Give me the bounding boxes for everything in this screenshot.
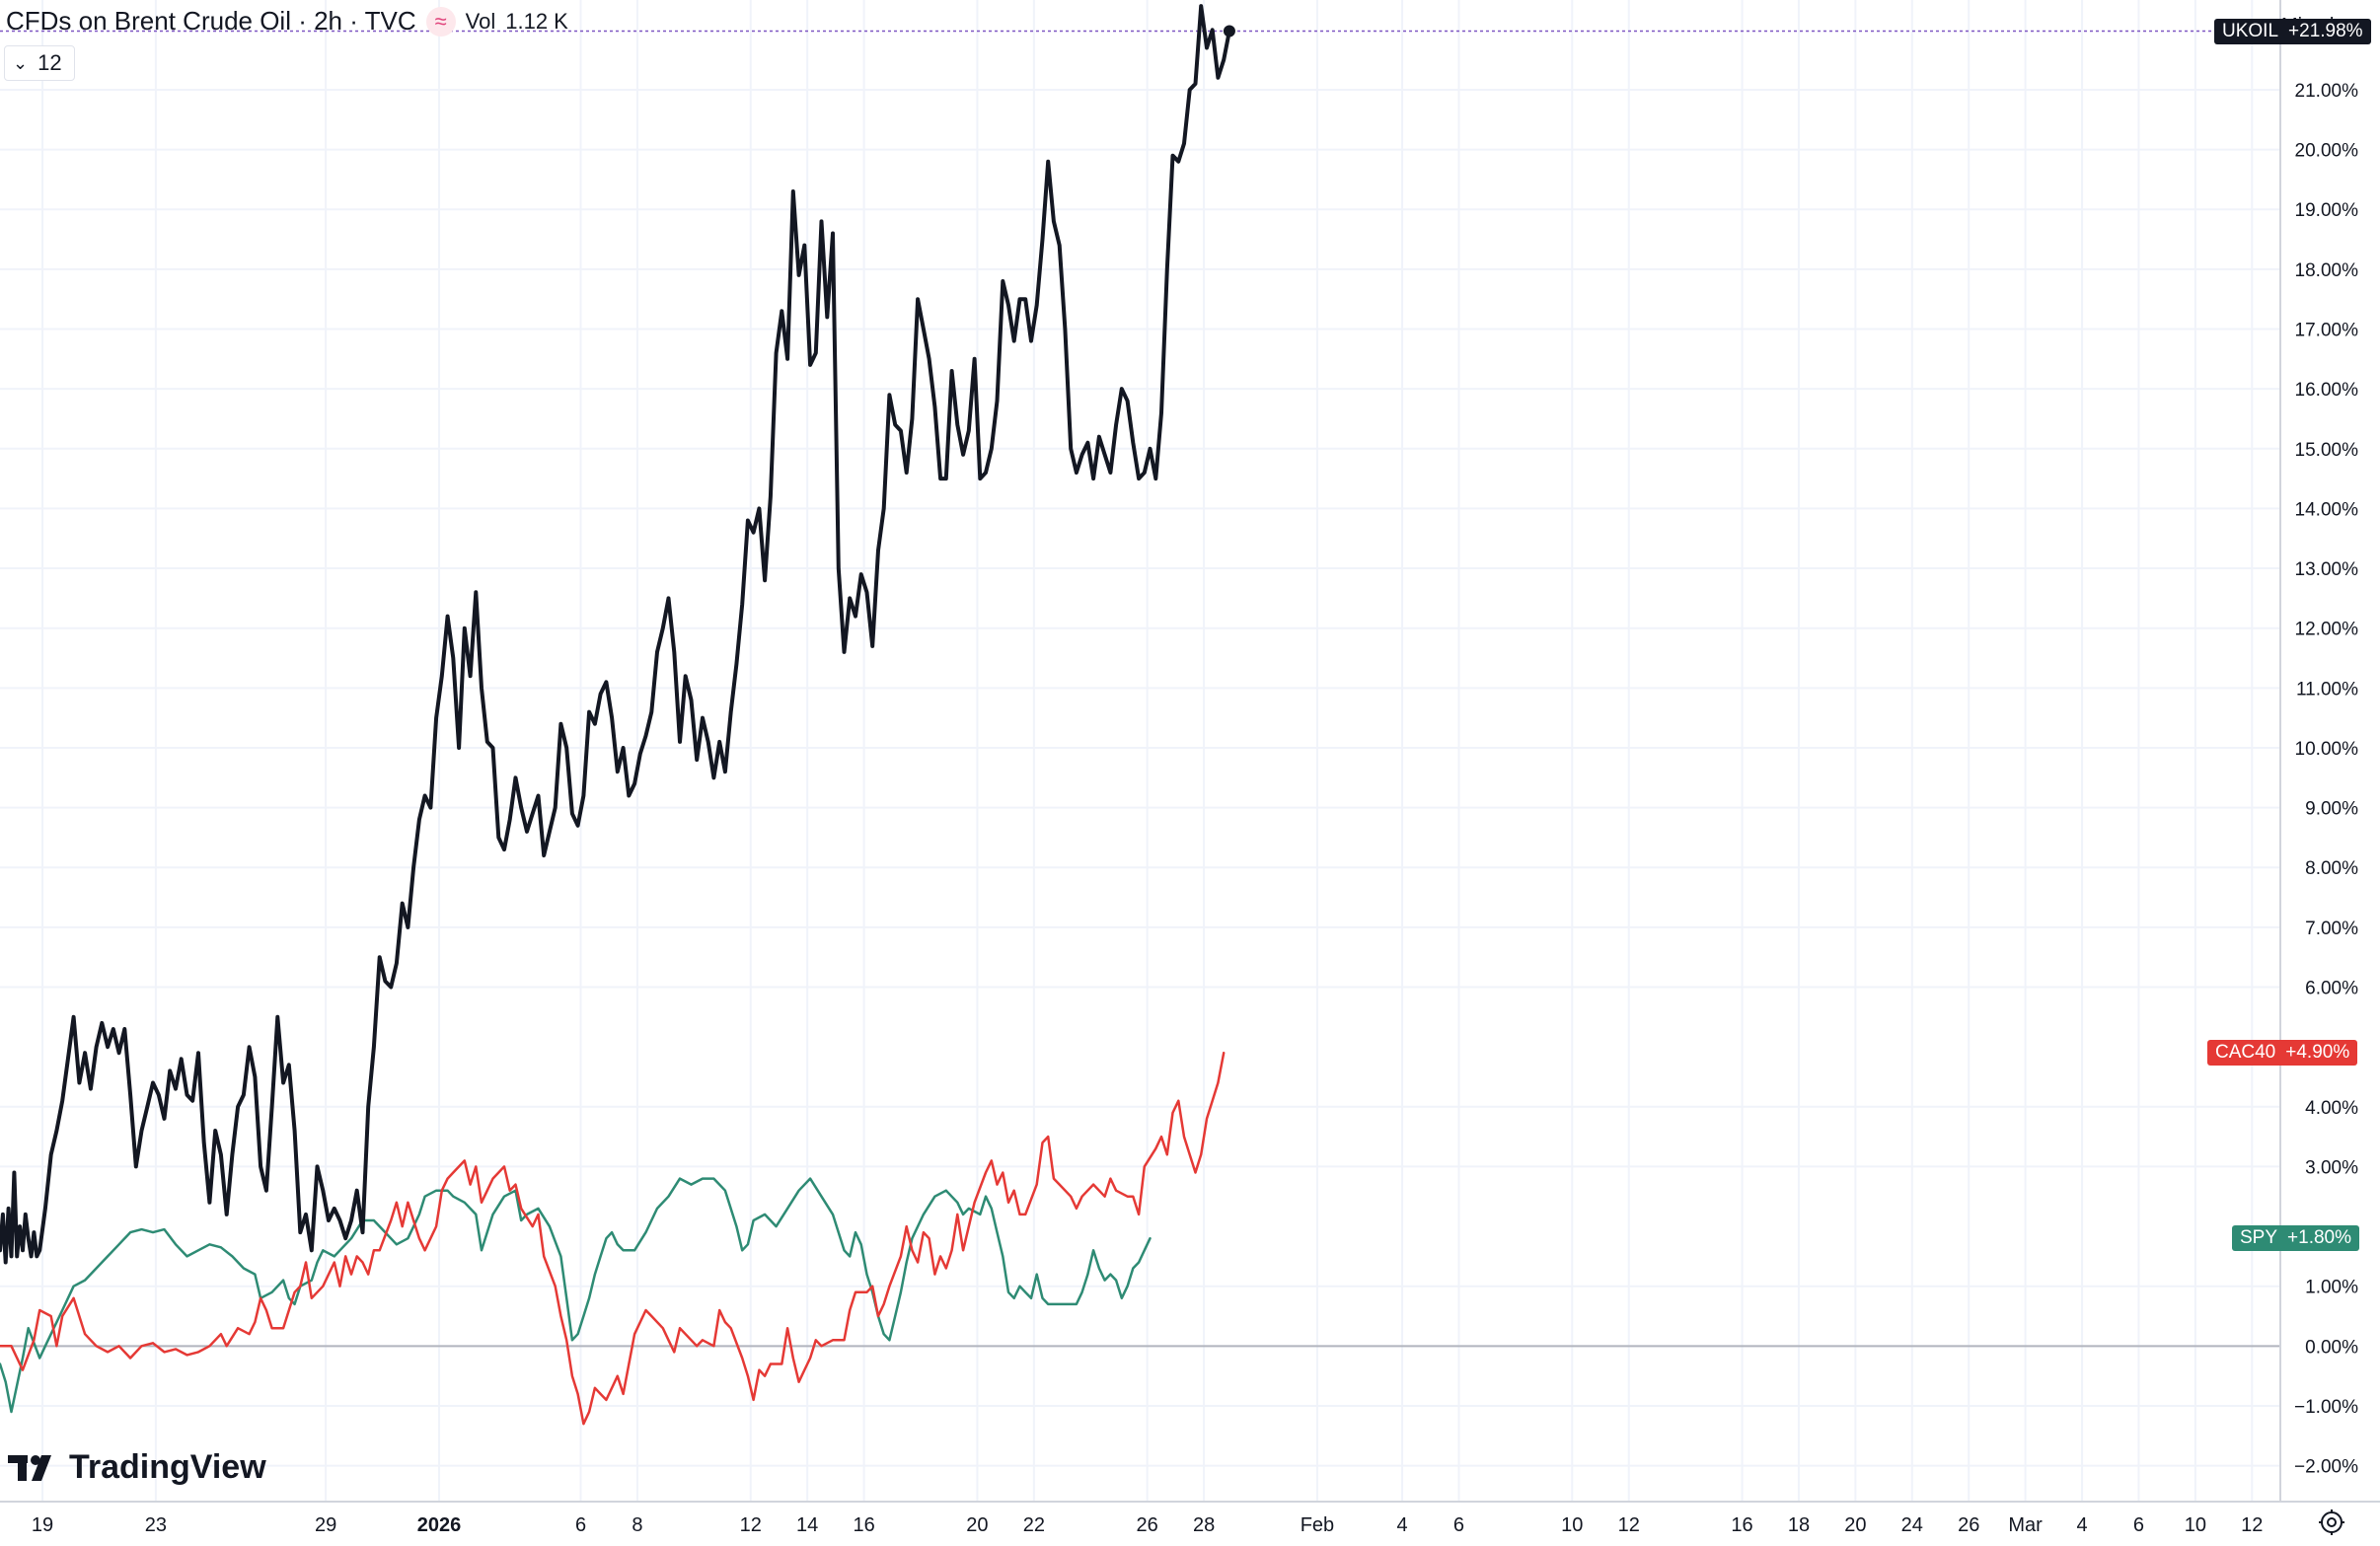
- spy-badge-value: +1.80%: [2287, 1227, 2352, 1249]
- spy-last-badge: SPY +1.80%: [2232, 1225, 2360, 1252]
- x-tick-label: 19: [32, 1514, 53, 1536]
- x-tick-label: 29: [315, 1514, 336, 1536]
- y-tick-label: 14.00%: [2295, 499, 2359, 520]
- x-tick-label: 12: [2241, 1514, 2263, 1536]
- interval-value: 12: [37, 50, 62, 75]
- y-tick-label: 21.00%: [2295, 81, 2359, 102]
- x-tick-label: 8: [632, 1514, 642, 1536]
- x-tick-label: 4: [1396, 1514, 1407, 1536]
- cac40-badge-name: CAC40: [2215, 1042, 2276, 1064]
- settings-icon[interactable]: [2317, 1508, 2346, 1537]
- y-tick-label: 9.00%: [2305, 799, 2358, 820]
- volume-value: 1.12 K: [505, 8, 568, 34]
- y-tick-label: 4.00%: [2305, 1098, 2358, 1119]
- x-tick-label: 18: [1788, 1514, 1810, 1536]
- x-tick-label: 24: [1901, 1514, 1923, 1536]
- x-tick-label: 6: [1453, 1514, 1464, 1536]
- y-tick-label: 17.00%: [2295, 321, 2359, 341]
- tradingview-logo[interactable]: TradingView: [8, 1448, 266, 1487]
- x-tick-layer: 19 23 29 2026 6 8 12 14 16 20 22 26 28 Feb 4 6 10 12 16 18 2…: [32, 1514, 2263, 1536]
- tradingview-logo-text: TradingView: [69, 1448, 266, 1486]
- ukoil-last-badge: UKOIL +21.98%: [2214, 18, 2371, 44]
- x-tick-label: 4: [2076, 1514, 2087, 1536]
- y-tick-label: 11.00%: [2296, 679, 2358, 699]
- x-tick-label: 2026: [417, 1514, 462, 1536]
- x-tick-label: 20: [966, 1514, 988, 1536]
- y-tick-label: −1.00%: [2294, 1397, 2358, 1418]
- y-tick-label: 15.00%: [2295, 440, 2359, 461]
- volume-label: Vol: [465, 8, 496, 34]
- series-layer: [0, 4, 1235, 1426]
- symbol-header[interactable]: CFDs on Brent Crude Oil · 2h · TVC ≈ Vol…: [6, 6, 568, 37]
- x-tick-label: Feb: [1301, 1514, 1334, 1536]
- y-tick-label: 20.00%: [2295, 141, 2359, 162]
- x-tick-label: 6: [2133, 1514, 2144, 1536]
- y-tick-label: 8.00%: [2305, 858, 2358, 879]
- cac40-series-line[interactable]: [0, 1051, 1226, 1426]
- x-tick-label: 12: [740, 1514, 762, 1536]
- y-tick-label: 1.00%: [2305, 1278, 2358, 1298]
- x-tick-label: 23: [145, 1514, 167, 1536]
- y-tick-label: 3.00%: [2305, 1157, 2358, 1178]
- y-tick-layer: 21.00% 20.00% 19.00% 18.00% 17.00% 16.00% 15.0…: [2294, 81, 2358, 1478]
- ukoil-badge-value: +21.98%: [2288, 20, 2363, 41]
- x-tick-label: 10: [1561, 1514, 1583, 1536]
- x-tick-label: 26: [1137, 1514, 1158, 1536]
- y-tick-label: 19.00%: [2295, 200, 2359, 221]
- y-tick-label: 10.00%: [2295, 739, 2359, 760]
- tradingview-logo-icon: [8, 1454, 51, 1481]
- y-tick-label: 18.00%: [2295, 260, 2359, 281]
- x-tick-label: 22: [1023, 1514, 1045, 1536]
- y-tick-label: −2.00%: [2294, 1457, 2358, 1478]
- y-tick-label: 7.00%: [2305, 919, 2358, 939]
- x-tick-label: 16: [1731, 1514, 1752, 1536]
- spy-series-line[interactable]: [0, 1177, 1152, 1414]
- x-tick-label: 28: [1193, 1514, 1215, 1536]
- x-tick-label: Mar: [2008, 1514, 2043, 1536]
- interval-dropdown[interactable]: ⌄ 12: [4, 45, 75, 81]
- time-axis[interactable]: [0, 1502, 2280, 1541]
- ukoil-last-point: [1223, 25, 1235, 37]
- symbol-title[interactable]: CFDs on Brent Crude Oil · 2h · TVC: [6, 6, 416, 36]
- x-tick-label: 12: [1618, 1514, 1640, 1536]
- spy-badge-name: SPY: [2240, 1227, 2278, 1249]
- x-tick-label: 14: [796, 1514, 818, 1536]
- x-tick-label: 26: [1958, 1514, 1979, 1536]
- x-tick-label: 6: [575, 1514, 586, 1536]
- grid-layer: [0, 0, 2280, 1502]
- y-tick-label: 16.00%: [2295, 380, 2359, 401]
- wave-icon[interactable]: ≈: [425, 6, 456, 37]
- cac40-last-badge: CAC40 +4.90%: [2207, 1040, 2358, 1067]
- chevron-down-icon: ⌄: [13, 52, 29, 73]
- ukoil-badge-name: UKOIL: [2222, 20, 2279, 41]
- y-tick-label: 0.00%: [2305, 1337, 2358, 1358]
- ukoil-series-line[interactable]: [0, 4, 1231, 1265]
- x-tick-label: 16: [853, 1514, 874, 1536]
- y-tick-label: 6.00%: [2305, 979, 2358, 999]
- x-tick-label: 10: [2185, 1514, 2206, 1536]
- x-tick-label: 20: [1844, 1514, 1866, 1536]
- cac40-badge-value: +4.90%: [2285, 1042, 2350, 1064]
- y-tick-label: 12.00%: [2295, 620, 2359, 640]
- price-axis[interactable]: [2280, 0, 2380, 1502]
- y-tick-label: 13.00%: [2295, 559, 2359, 580]
